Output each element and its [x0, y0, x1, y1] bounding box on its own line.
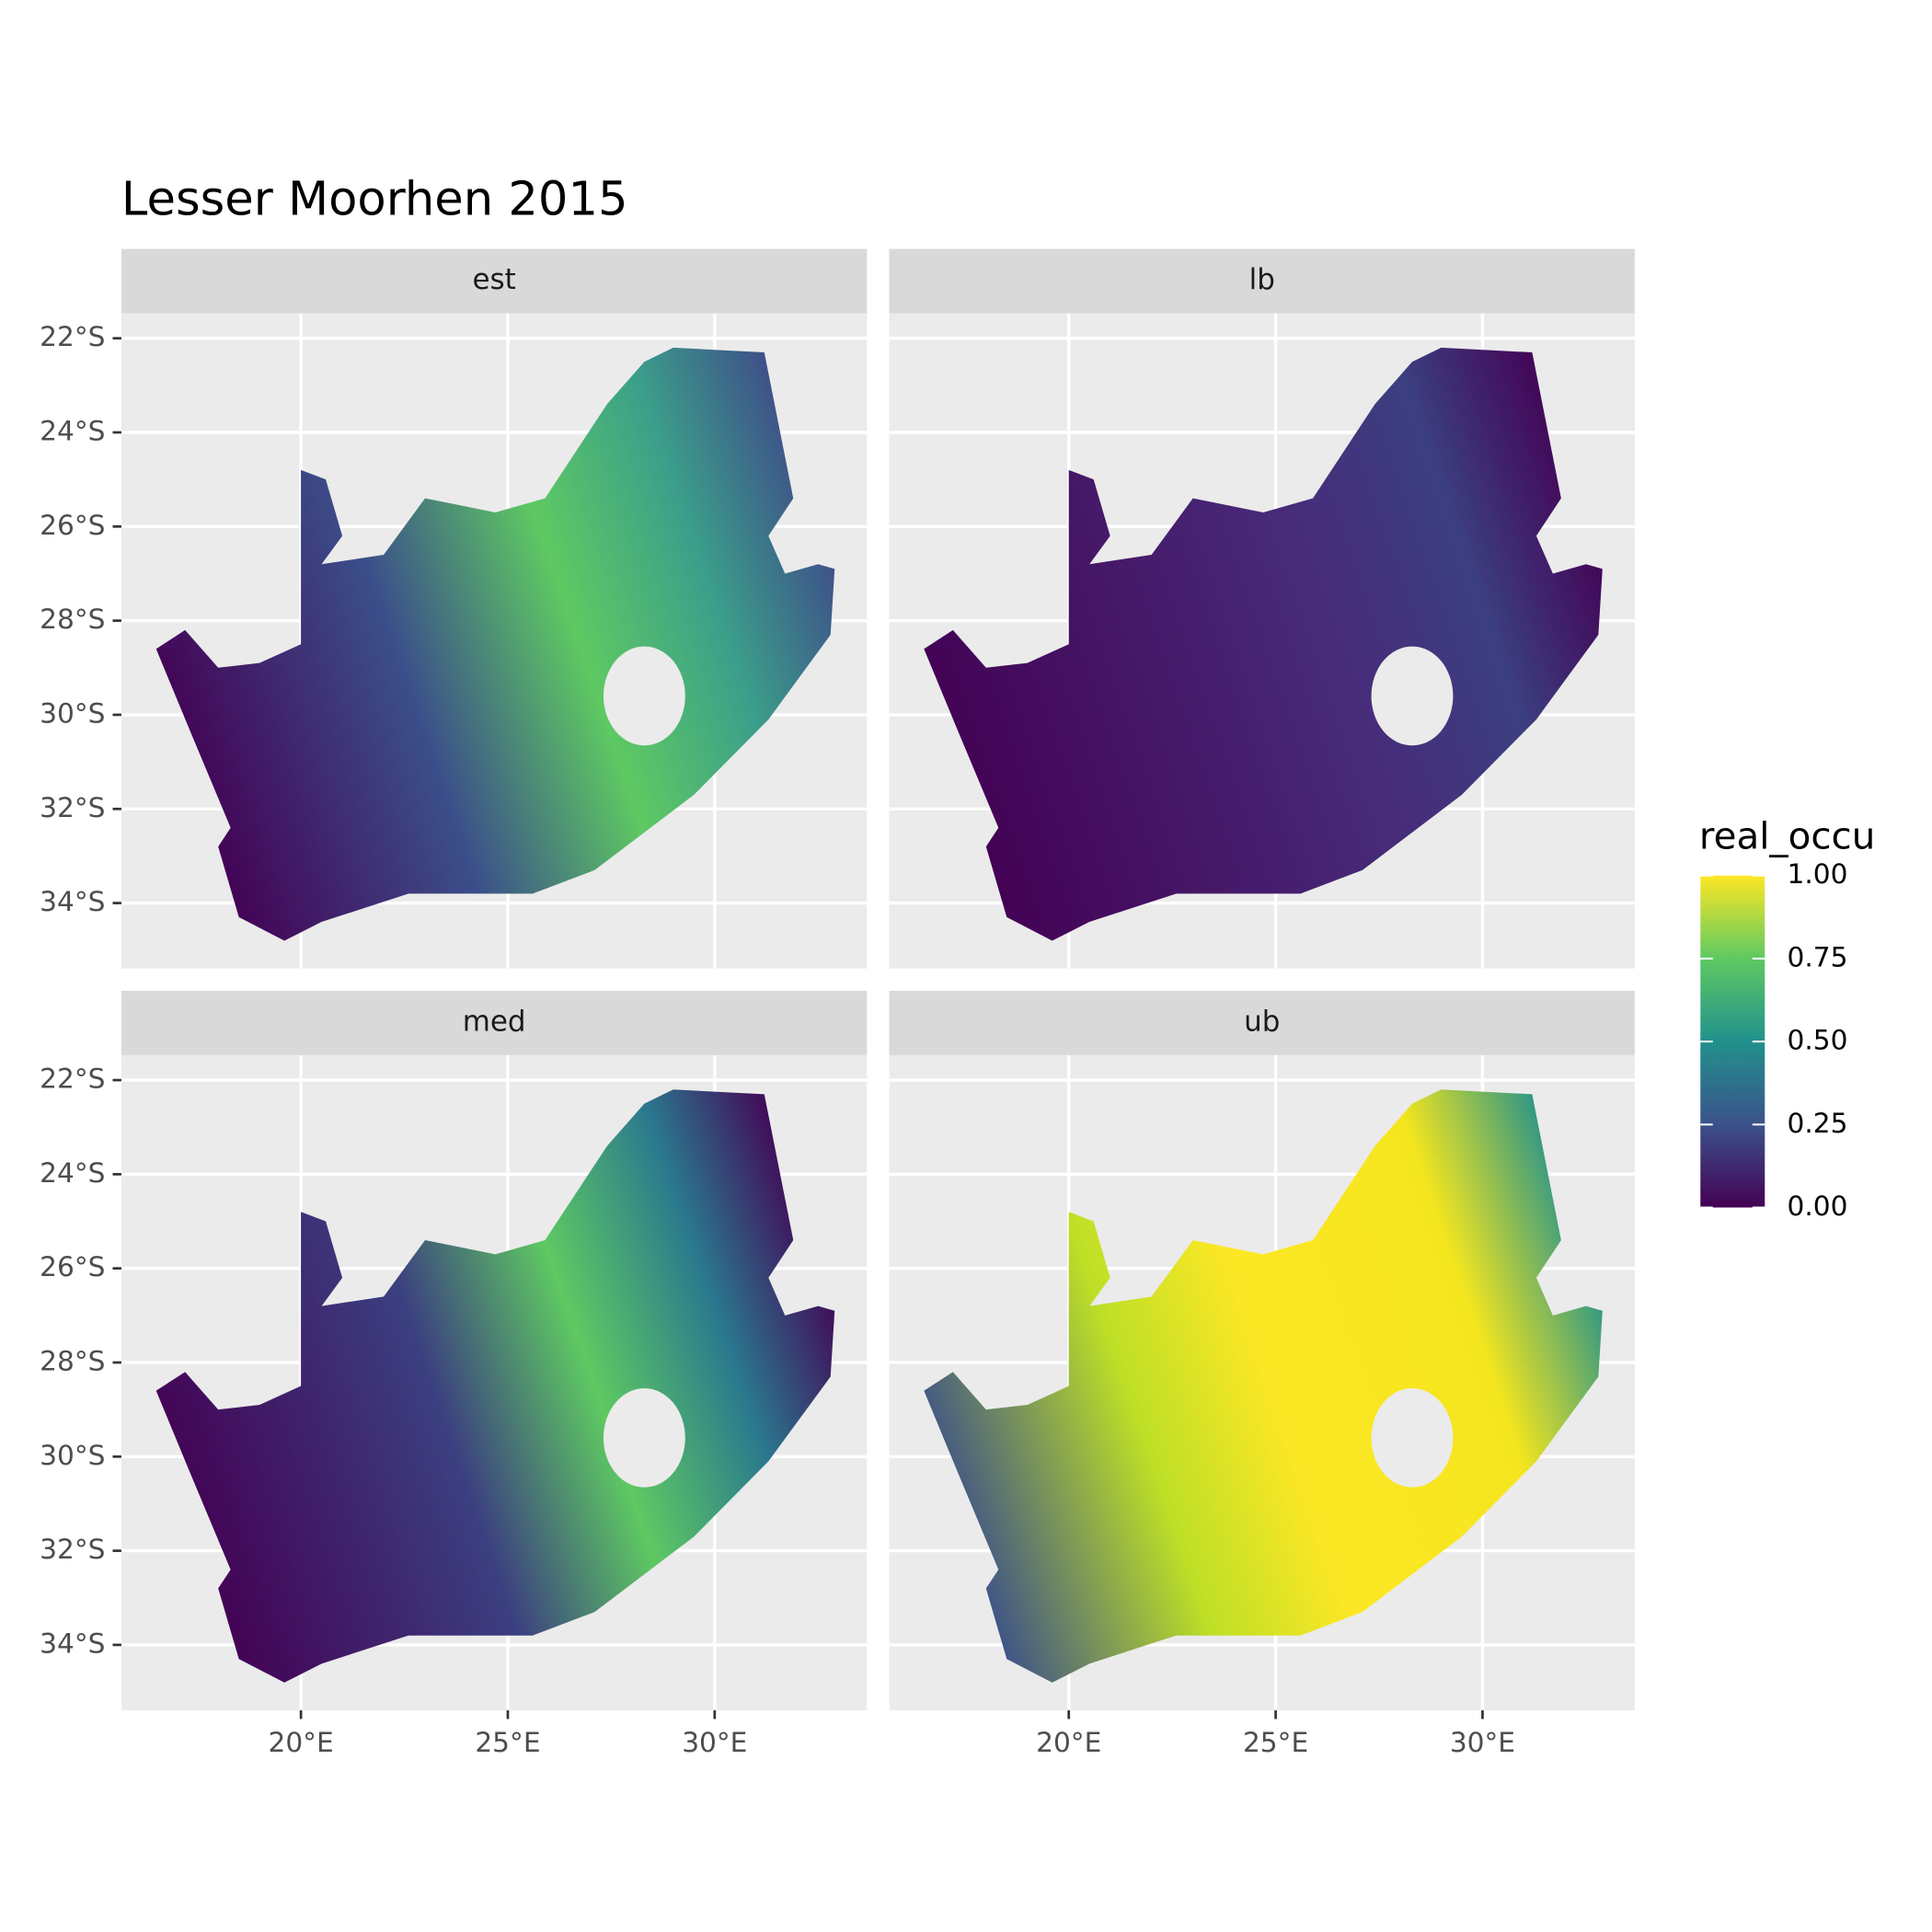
- facet-strip: [121, 248, 868, 314]
- y-tick-label: 32°S: [40, 1534, 105, 1565]
- facet-label: lb: [1249, 263, 1275, 296]
- y-tick-label: 24°S: [40, 1157, 105, 1189]
- y-tick-label: 32°S: [40, 792, 105, 823]
- y-tick-label: 30°S: [40, 697, 105, 729]
- x-tick-label: 30°E: [682, 1727, 747, 1758]
- y-tick-label: 24°S: [40, 416, 105, 447]
- map-region: [155, 347, 835, 941]
- map-hole: [1371, 646, 1454, 746]
- facet-label: med: [463, 1005, 526, 1038]
- y-tick-label: 30°S: [40, 1440, 105, 1471]
- y-tick-label: 34°S: [40, 1627, 105, 1659]
- map-hole: [603, 1387, 685, 1488]
- y-tick-label: 26°S: [40, 1251, 105, 1282]
- y-tick-label: 22°S: [40, 1064, 105, 1095]
- legend-tick-label: 0.00: [1788, 1190, 1848, 1222]
- facet-strip: [889, 990, 1635, 1055]
- legend-title: real_occu: [1699, 814, 1875, 857]
- facet-strip: [121, 990, 868, 1055]
- y-tick-label: 34°S: [40, 886, 105, 917]
- facet-label: est: [472, 263, 515, 296]
- legend-tick-label: 1.00: [1788, 858, 1848, 890]
- legend-tick-label: 0.50: [1788, 1025, 1848, 1056]
- map-hole: [1371, 1387, 1454, 1488]
- map-region: [155, 1089, 835, 1683]
- legend-tick-label: 0.25: [1788, 1108, 1848, 1139]
- y-tick-label: 26°S: [40, 510, 105, 541]
- y-tick-label: 22°S: [40, 321, 105, 352]
- y-tick-label: 28°S: [40, 604, 105, 635]
- x-tick-label: 20°E: [1036, 1727, 1101, 1758]
- y-tick-label: 28°S: [40, 1345, 105, 1376]
- x-tick-label: 25°E: [475, 1727, 540, 1758]
- x-tick-label: 20°E: [268, 1727, 333, 1758]
- x-tick-label: 30°E: [1450, 1727, 1515, 1758]
- map-region: [924, 1089, 1603, 1683]
- chart-title: Lesser Moorhen 2015: [121, 172, 628, 226]
- x-tick-label: 25°E: [1243, 1727, 1308, 1758]
- map-region: [924, 347, 1603, 941]
- facet-label: ub: [1244, 1005, 1280, 1038]
- map-hole: [603, 646, 685, 746]
- facet-strip: [889, 248, 1635, 314]
- legend-tick-label: 0.75: [1788, 941, 1848, 972]
